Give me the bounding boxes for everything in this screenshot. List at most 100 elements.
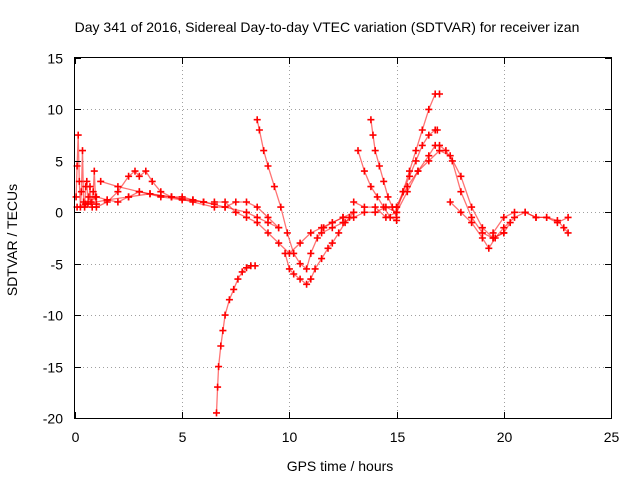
data-point [253,203,261,211]
data-series [72,90,572,417]
y-tick-label: 0 [55,205,63,221]
data-point [213,409,220,417]
data-point [446,198,454,206]
data-point [234,275,242,283]
data-point [354,147,362,155]
data-point [264,162,272,170]
data-point [238,268,246,276]
data-point [210,198,218,206]
data-point [219,327,227,335]
data-point [320,224,328,232]
y-tick-label: 15 [47,51,63,67]
data-point [360,167,368,175]
data-point [371,203,379,211]
series-arc-drop [213,262,259,417]
series-line [395,129,438,208]
x-tick-label: 20 [497,429,513,445]
data-point [564,229,572,237]
data-point [230,285,238,293]
data-point [393,203,401,211]
data-point [253,219,261,227]
data-point [86,183,94,191]
data-point [457,188,465,196]
data-point [412,147,420,155]
data-point [418,141,426,149]
data-point [232,198,240,206]
data-point [318,229,326,237]
chart-title: Day 341 of 2016, Sidereal Day-to-day VTE… [75,19,580,35]
data-point [264,213,272,221]
data-point [125,172,133,180]
data-point [350,198,358,206]
data-point [418,126,426,134]
y-tick-label: -15 [43,360,63,376]
data-point [468,203,476,211]
data-point [296,275,304,283]
data-point [414,167,422,175]
data-point [406,172,413,180]
data-point [307,229,315,237]
data-point [214,383,222,391]
data-point [221,198,229,206]
data-point [553,217,561,224]
data-point [74,131,82,139]
data-point [90,167,98,175]
y-tick-label: 5 [55,154,63,170]
data-point [275,239,283,247]
data-point [485,244,493,252]
data-point [243,198,250,206]
data-point [380,177,388,185]
x-tick-label: 15 [390,429,406,445]
data-point [135,188,143,196]
data-point [457,208,465,216]
data-point [217,342,225,350]
data-point [189,198,197,206]
data-point [290,270,298,278]
grid [75,58,611,418]
y-tick-label: 10 [47,102,63,118]
data-point [168,193,175,201]
series-arc-valley [281,208,358,288]
x-axis-title: GPS time / hours [287,458,394,474]
data-point [290,249,298,257]
series-line [284,211,355,285]
data-point [77,188,85,196]
data-point [225,296,233,304]
data-point [446,152,454,160]
y-axis-title: SDTVAR / TECUs [4,184,20,296]
data-point [367,116,375,124]
data-point [403,183,411,191]
data-point [478,224,486,232]
data-point [148,177,156,185]
data-point [142,167,150,175]
data-point [532,213,540,221]
data-point [350,213,358,221]
data-point [521,208,529,216]
series-line [215,265,256,414]
data-point [500,213,508,221]
data-point [324,244,332,252]
data-point [380,203,388,211]
data-point [307,249,315,257]
data-point [307,275,315,283]
data-point [425,131,433,139]
data-point [277,203,285,211]
data-point [114,183,122,191]
data-point [373,193,381,201]
data-point [386,213,394,221]
data-point [275,224,283,232]
data-point [367,183,375,191]
data-point [97,177,105,185]
data-point [425,157,433,165]
data-point [79,147,86,155]
data-point [436,147,443,155]
x-tick-label: 10 [282,429,298,445]
data-point [303,280,311,288]
data-point [311,265,319,273]
series-arc-m [489,208,572,237]
data-point [92,203,100,211]
data-point [425,105,433,113]
data-point [457,172,465,180]
